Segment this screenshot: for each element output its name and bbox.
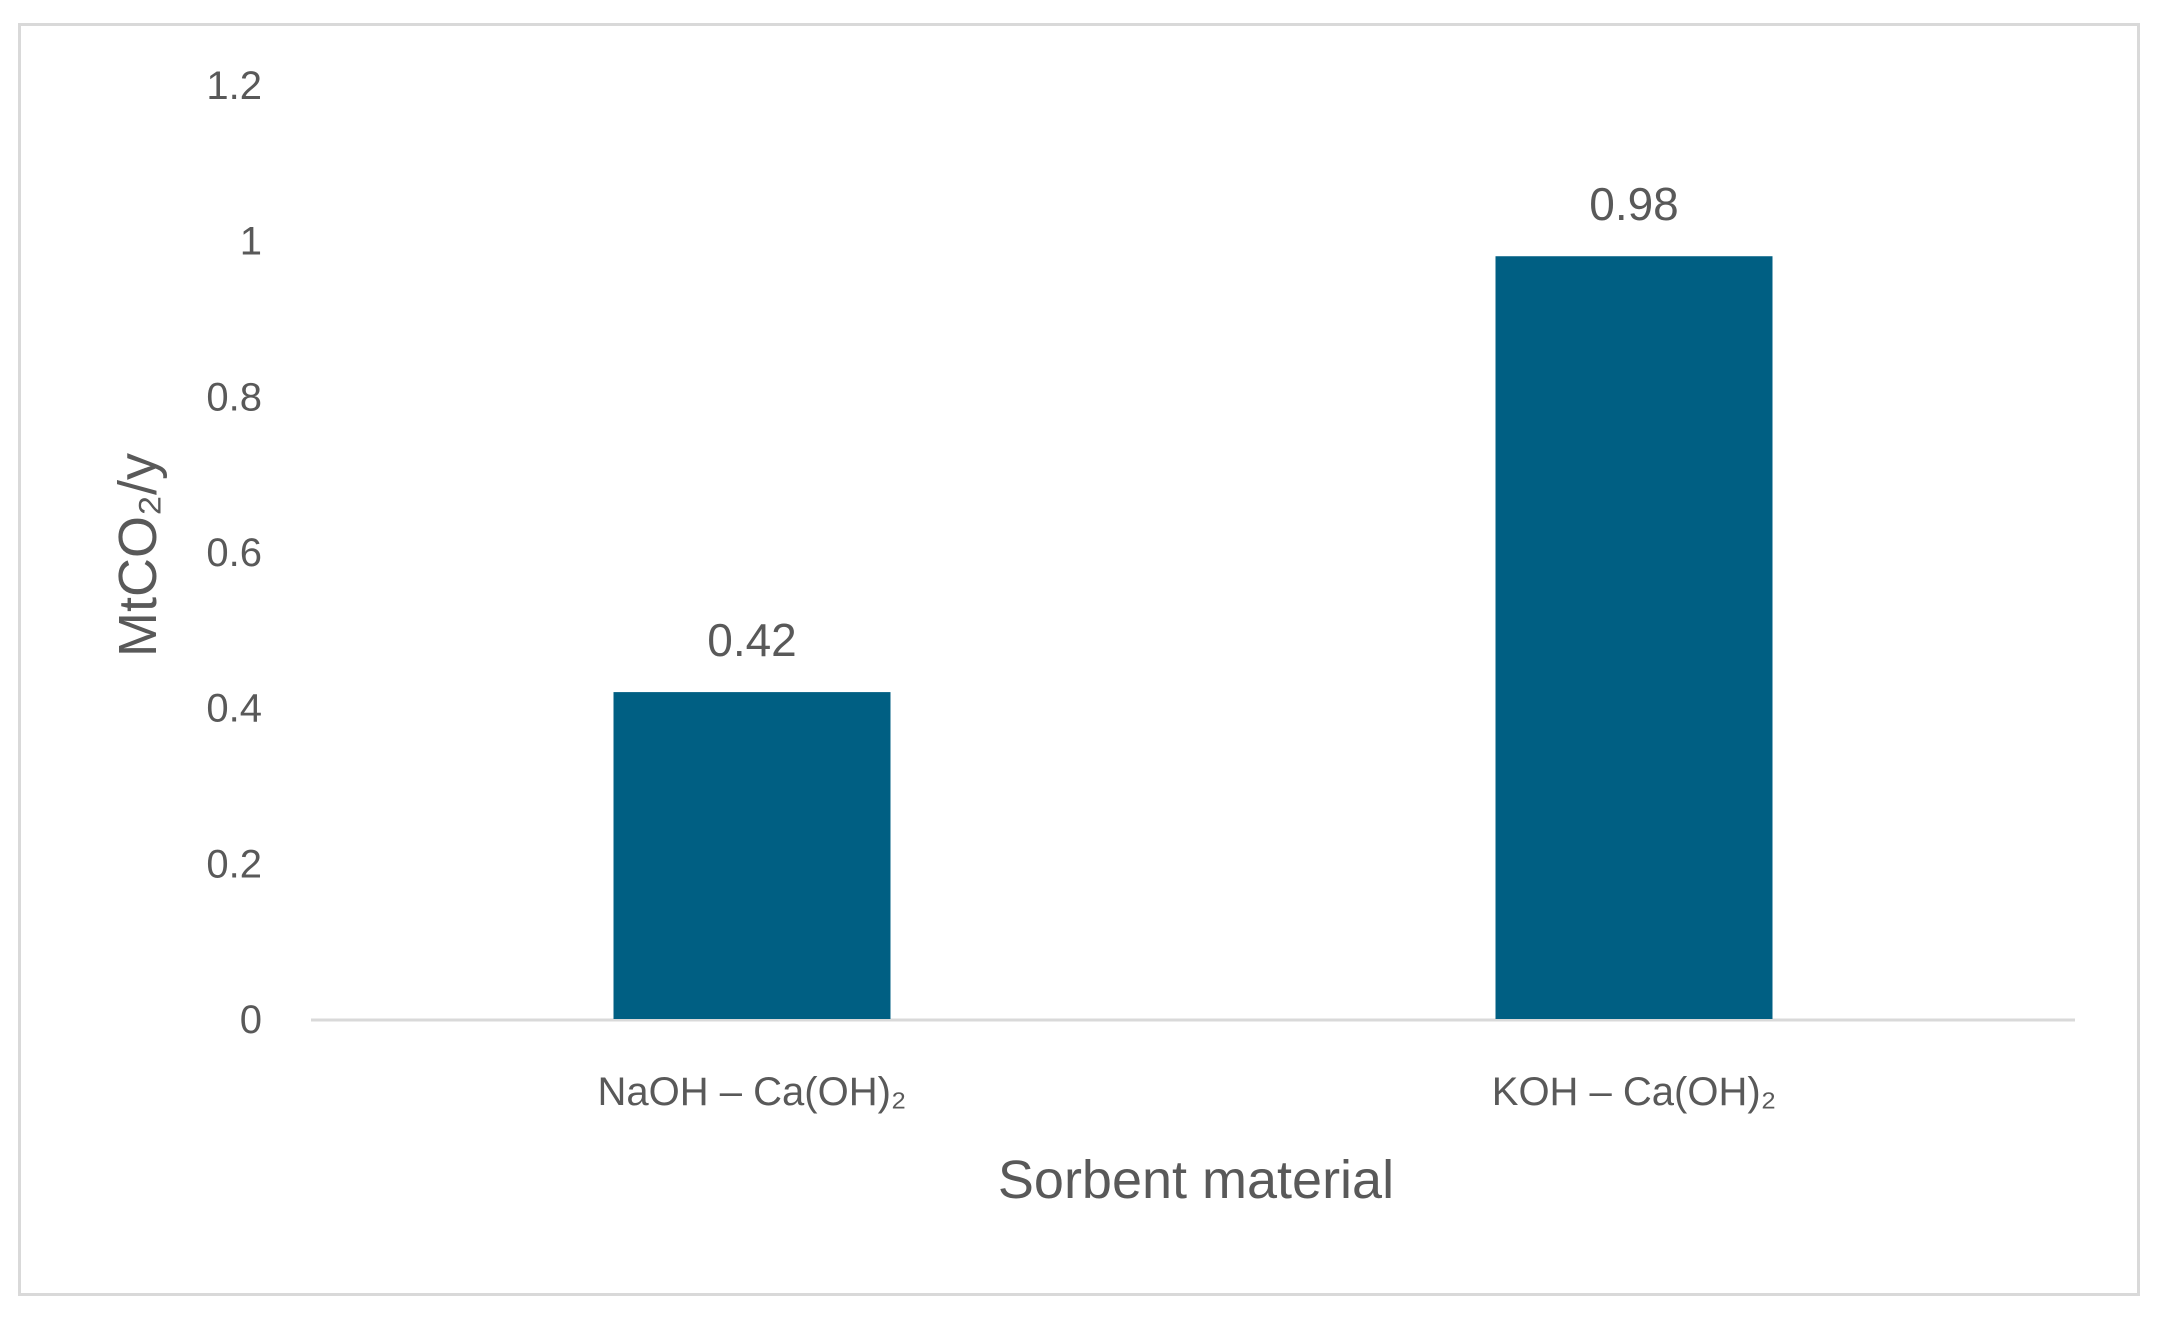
y-tick-label: 0.8: [206, 375, 262, 419]
y-tick-label: 0.2: [206, 842, 262, 886]
y-tick-label: 1.2: [206, 64, 262, 108]
bar: [1495, 256, 1773, 1019]
category-labels: NaOH – Ca(OH)₂ KOH – Ca(OH)₂: [598, 1070, 1777, 1114]
data-label: 0.98: [1589, 178, 1679, 230]
category-label: NaOH – Ca(OH)₂: [598, 1070, 907, 1114]
y-tick-label: 0.6: [206, 531, 262, 575]
category-label: KOH – Ca(OH)₂: [1492, 1070, 1776, 1114]
y-tick-labels: 0 0.2 0.4 0.6 0.8 1 1.2: [206, 64, 262, 1042]
y-tick-label: 0: [240, 998, 262, 1042]
x-axis-title: Sorbent material: [998, 1150, 1394, 1210]
data-label: 0.42: [707, 614, 797, 666]
y-tick-label: 1: [240, 220, 262, 264]
y-axis-title: MtCO₂/y: [108, 453, 168, 657]
chart-frame: [18, 23, 2140, 1296]
bar: [613, 692, 891, 1019]
bars: 0.42 0.98: [613, 178, 1773, 1019]
y-tick-label: 0.4: [206, 687, 262, 731]
